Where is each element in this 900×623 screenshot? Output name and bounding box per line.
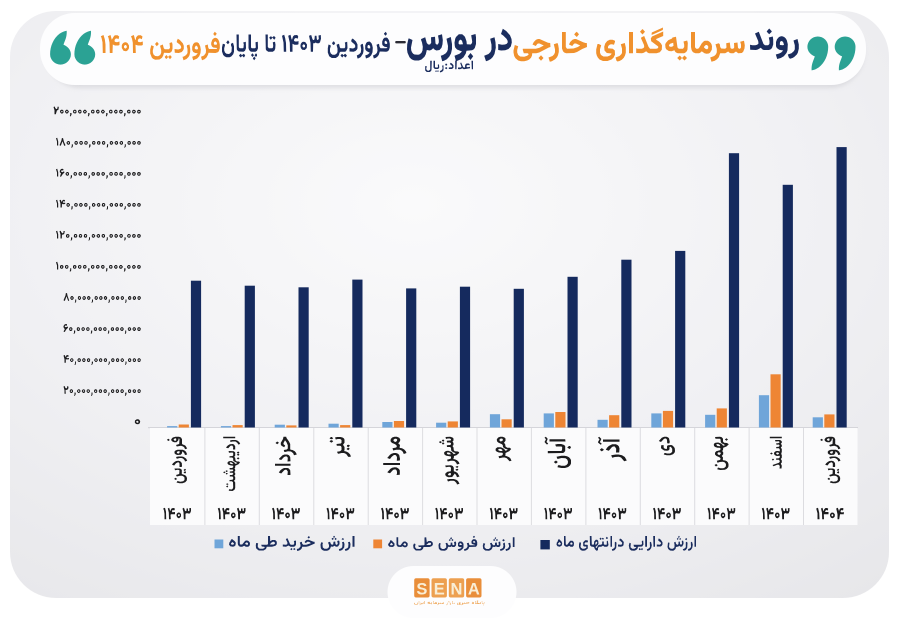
svg-text:A: A xyxy=(468,581,480,599)
svg-text:N: N xyxy=(451,581,463,599)
svg-text:E: E xyxy=(434,581,445,599)
svg-text:S: S xyxy=(416,581,427,599)
